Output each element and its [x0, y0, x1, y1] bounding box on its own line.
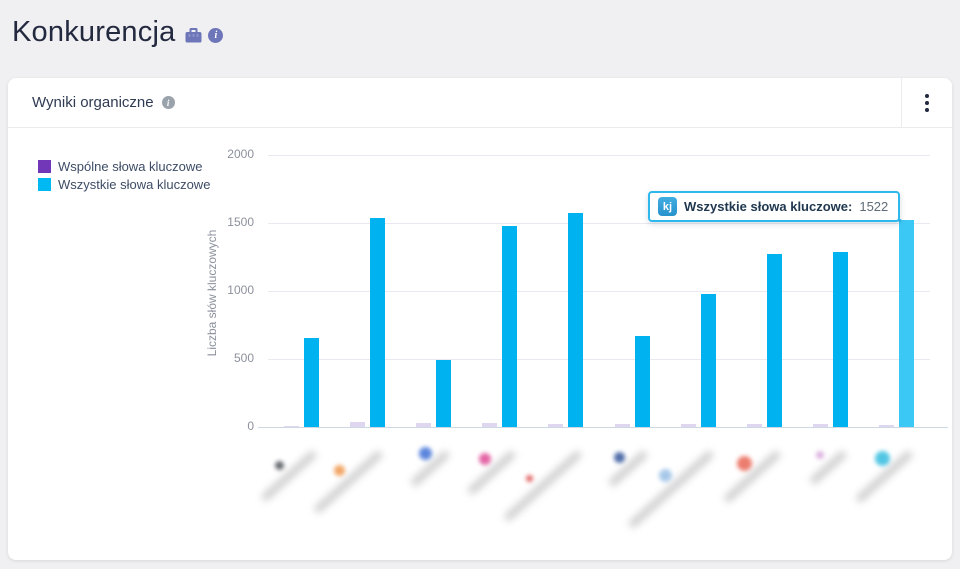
card-info-icon[interactable]: i [161, 96, 175, 109]
bar-wszystkie-3[interactable] [502, 225, 518, 427]
y-tick-0: 0 [247, 419, 254, 433]
competitor-favicon-1 [334, 465, 346, 477]
y-tick-1000: 1000 [227, 283, 254, 297]
bar-wspolne-0[interactable] [283, 426, 299, 427]
competitor-favicon-9 [875, 451, 891, 467]
organic-results-card: Wyniki organiczne i Wspólne słowa kluczo… [8, 78, 952, 560]
legend-swatch [38, 177, 51, 191]
bar-wszystkie-8[interactable] [833, 251, 849, 427]
tooltip-label: Wszystkie słowa kluczowe: [684, 199, 853, 214]
bar-wspolne-8[interactable] [813, 423, 829, 427]
chart-legend: Wspólne słowa kluczowe Wszystkie słowa kl… [38, 158, 210, 194]
y-tick-2000: 2000 [227, 147, 254, 161]
tooltip-value: 1522 [859, 199, 889, 214]
kj-badge-icon: kj [658, 197, 677, 216]
bar-wszystkie-2[interactable] [436, 359, 451, 427]
x-label-blurred-7 [722, 449, 781, 504]
bar-wszystkie-7[interactable] [767, 254, 782, 427]
bar-wszystkie-0[interactable] [303, 337, 319, 427]
bar-wszystkie-9[interactable] [899, 220, 915, 427]
legend-item-0[interactable]: Wspólne słowa kluczowe [38, 158, 210, 174]
x-label-blurred-1 [313, 449, 384, 514]
legend-item-1[interactable]: Wszystkie słowa kluczowe [38, 176, 210, 192]
x-label-blurred-3 [466, 449, 517, 496]
chart-tooltip: kj Wszystkie słowa kluczowe: 1522 [648, 191, 901, 222]
organic-results-chart: Wspólne słowa kluczowe Wszystkie słowa kl… [8, 128, 952, 560]
page-header: Konkurencja i [12, 4, 224, 60]
bar-wszystkie-1[interactable] [369, 217, 385, 427]
bar-wspolne-5[interactable] [614, 423, 630, 427]
legend-label: Wspólne słowa kluczowe [58, 158, 203, 174]
x-label-blurred-0 [260, 449, 318, 502]
gridline-1500 [268, 223, 930, 224]
kebab-dot [925, 101, 929, 105]
gridline-1000 [268, 291, 930, 292]
y-tick-1500: 1500 [227, 215, 254, 229]
competitor-favicon-0 [274, 460, 284, 470]
card-title: Wyniki organiczne [32, 94, 154, 111]
bar-wspolne-3[interactable] [482, 423, 498, 427]
x-label-blurred-8 [808, 449, 848, 486]
competitor-favicon-3 [479, 452, 492, 465]
page-info-icon[interactable]: i [208, 27, 224, 43]
bar-wspolne-1[interactable] [349, 422, 365, 427]
bar-wspolne-7[interactable] [747, 423, 762, 427]
gridline-500 [268, 359, 930, 360]
bar-wszystkie-5[interactable] [634, 335, 650, 427]
x-label-blurred-4 [503, 449, 583, 523]
legend-swatch [38, 159, 51, 173]
competitor-favicon-4 [525, 475, 533, 483]
competitor-favicon-6 [658, 468, 672, 482]
bar-wspolne-4[interactable] [548, 423, 564, 427]
page-title: Konkurencja [12, 15, 176, 48]
bar-wspolne-9[interactable] [879, 424, 895, 427]
bar-wspolne-2[interactable] [416, 422, 431, 427]
competitor-favicon-8 [816, 451, 825, 460]
kebab-menu-button[interactable] [901, 78, 952, 128]
briefcase-icon[interactable] [185, 27, 202, 43]
competitor-favicon-5 [613, 451, 625, 463]
card-header: Wyniki organiczne i [8, 78, 952, 128]
x-label-blurred-6 [628, 449, 715, 529]
bar-wspolne-6[interactable] [680, 424, 696, 427]
kebab-dot [925, 108, 929, 112]
kebab-dot [925, 94, 929, 98]
gridline-2000 [268, 155, 930, 156]
bar-wszystkie-4[interactable] [568, 213, 584, 427]
bar-wszystkie-6[interactable] [700, 294, 716, 427]
competitor-favicon-2 [418, 446, 432, 460]
competitor-favicon-7 [736, 456, 752, 472]
x-axis-line [258, 427, 948, 428]
legend-label: Wszystkie słowa kluczowe [58, 176, 211, 192]
y-tick-500: 500 [233, 351, 254, 365]
